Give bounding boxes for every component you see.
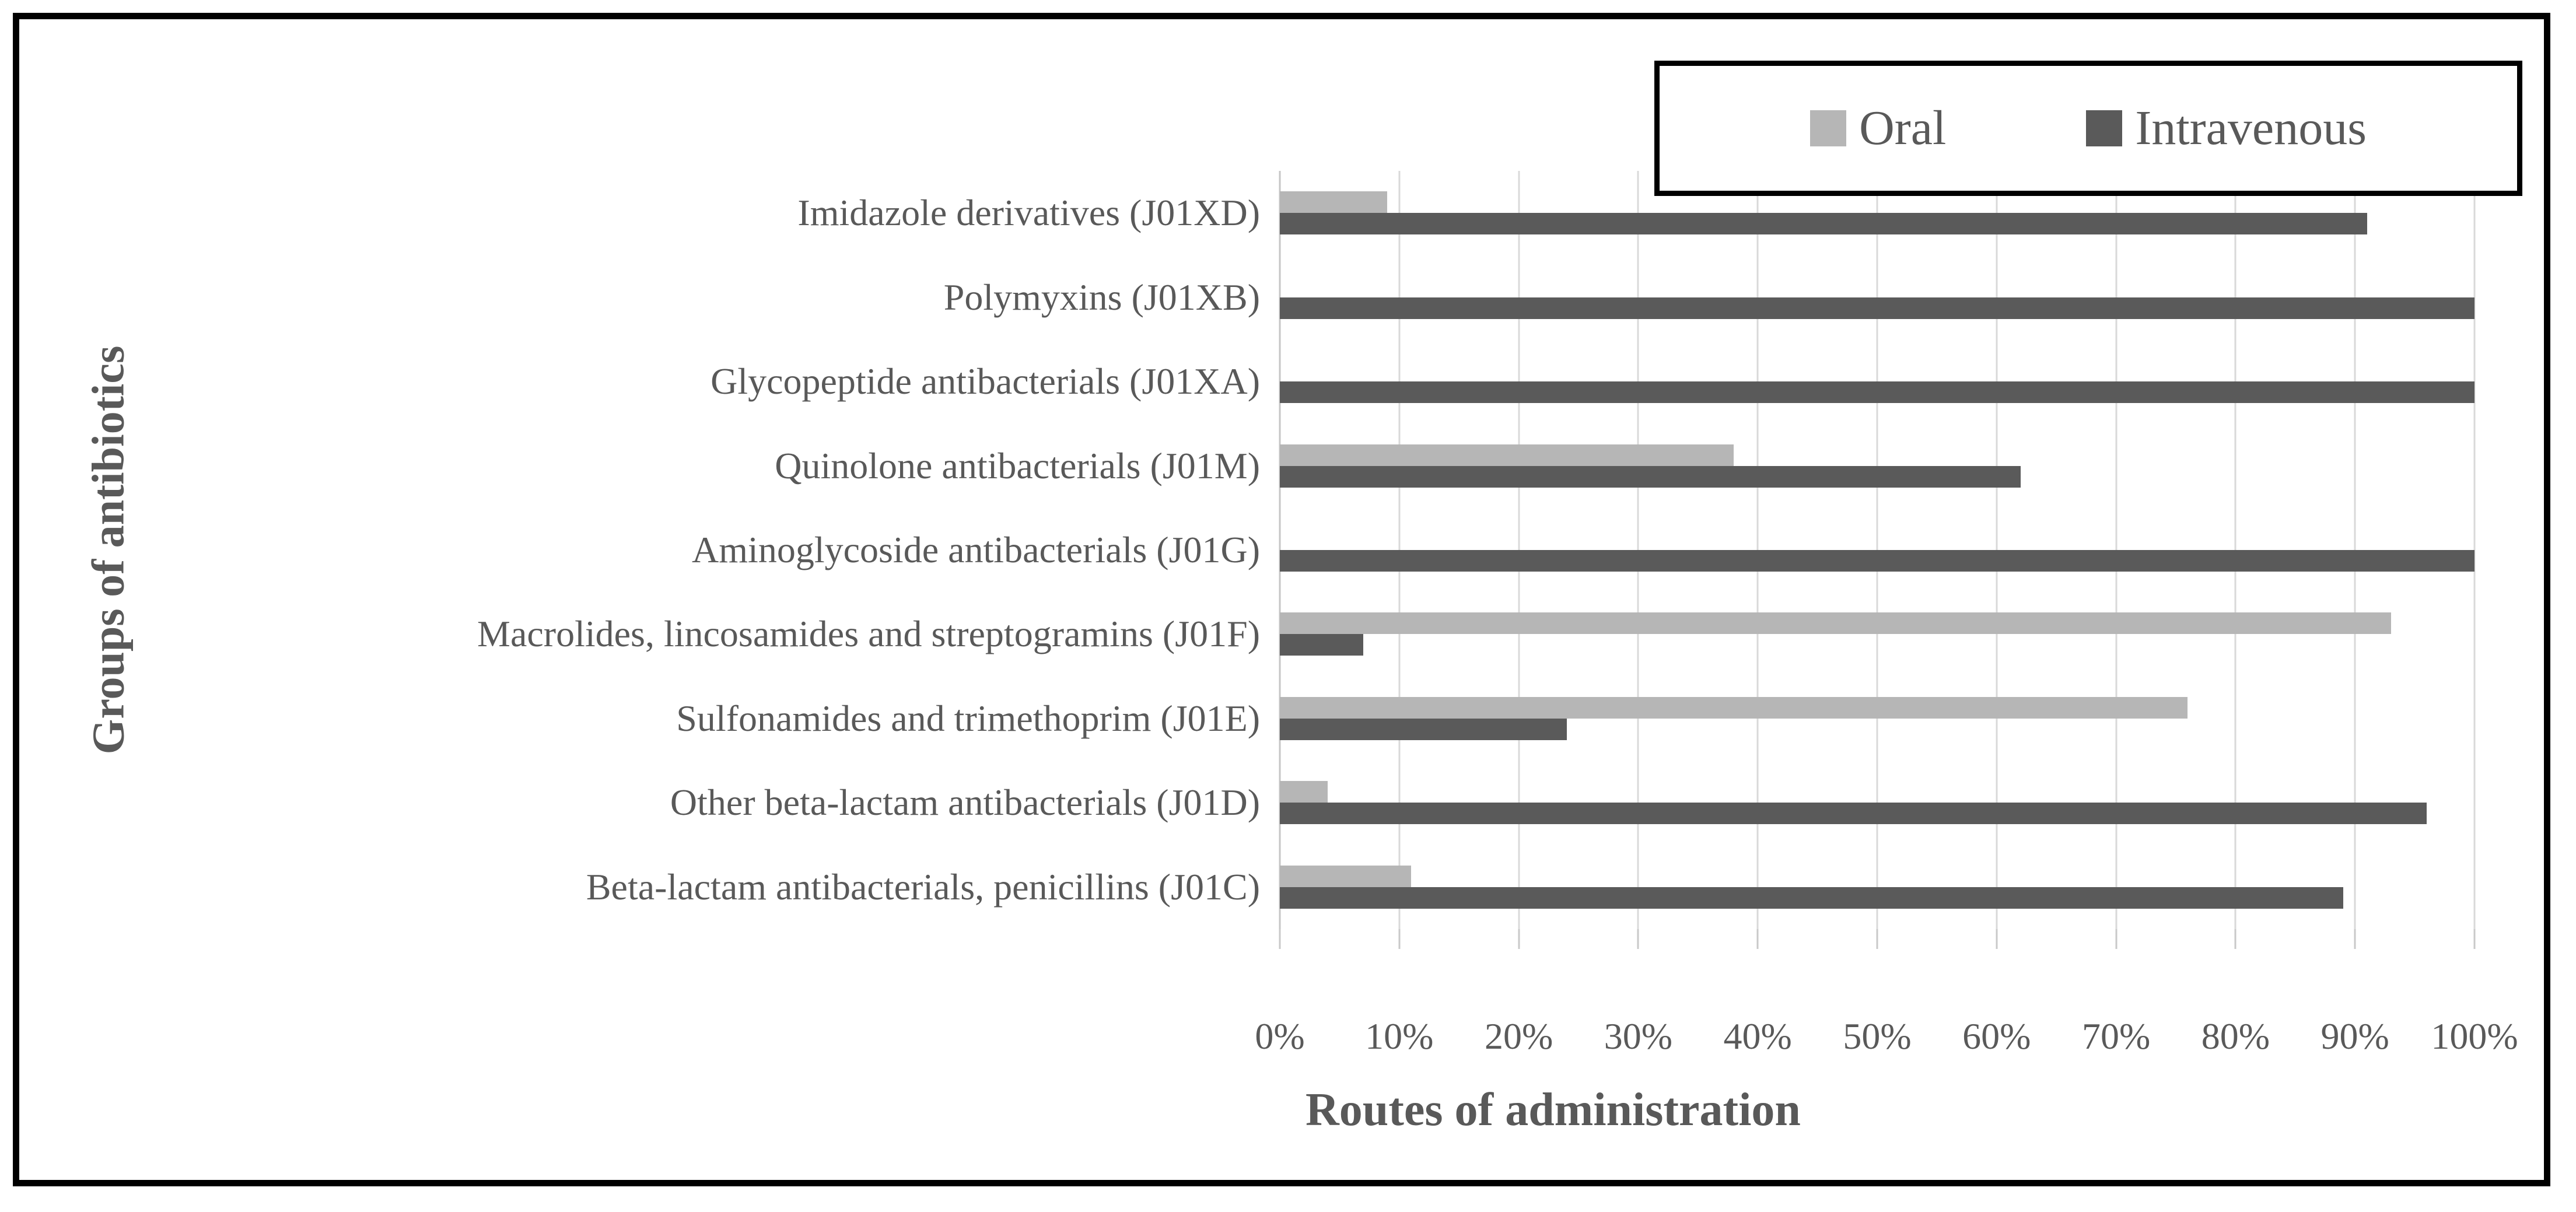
category-label: Macrolides, lincosamides and streptogram… [477,613,1260,655]
axis-tick [2234,929,2236,949]
intravenous-bar [1280,803,2427,825]
oral-swatch-icon [1810,110,1847,146]
bar-row [1280,592,2474,676]
axis-tick [1996,929,1998,949]
axis-tick [1279,929,1281,949]
x-tick-label: 10% [1365,1015,1434,1057]
intravenous-swatch-icon [2086,110,2123,146]
bar-row [1280,171,2474,255]
oral-bar [1280,612,2391,635]
bar-row [1280,761,2474,845]
bar-row [1280,845,2474,929]
x-tick-label: 80% [2201,1015,2270,1057]
x-axis-title: Routes of administration [1306,1084,1801,1136]
category-axis: Imidazole derivatives (J01XD) Polymyxins … [140,171,1260,929]
axis-tick [1876,929,1878,949]
axis-tick [1518,929,1520,949]
legend-item-intravenous: Intravenous [2086,104,2367,153]
axis-tick [1398,929,1401,949]
category-label: Sulfonamides and trimethoprim (J01E) [676,697,1260,739]
category-label: Glycopeptide antibacterials (J01XA) [710,360,1260,402]
oral-bar [1280,781,1328,803]
category-label: Beta-lactam antibacterials, penicillins … [586,866,1260,908]
oral-bar [1280,865,1412,887]
bar-row [1280,339,2474,423]
x-tick-label: 60% [1962,1015,2031,1057]
bar-row [1280,508,2474,592]
x-tick-label: 20% [1484,1015,1553,1057]
bar-row [1280,677,2474,761]
oral-bar [1280,191,1388,213]
axis-tick [2354,929,2356,949]
axis-tick [2473,929,2476,949]
x-tick-label: 40% [1723,1015,1792,1057]
intravenous-bar [1280,213,2367,235]
x-tick-label: 70% [2081,1015,2151,1057]
x-tick-label: 50% [1843,1015,1912,1057]
oral-bar [1280,696,2188,719]
intravenous-bar [1280,718,1567,740]
gridline [2473,171,2476,929]
x-axis-tick-labels: 0% 10% 20% 30% 40% 50% 60% 70% 80% 90% 100% [1255,1015,2518,1070]
axis-tick [2115,929,2118,949]
bar-rows [1280,171,2474,929]
category-label: Aminoglycoside antibacterials (J01G) [692,528,1260,570]
bar-row [1280,423,2474,507]
category-label: Other beta-lactam antibacterials (J01D) [670,782,1260,824]
category-label: Quinolone antibacterials (J01M) [775,444,1260,486]
bar-row [1280,255,2474,339]
legend-item-oral: Oral [1810,104,1946,153]
oral-bar [1280,444,1734,466]
intravenous-bar [1280,297,2474,319]
intravenous-bar [1280,634,1364,656]
x-tick-label: 100% [2431,1015,2518,1057]
y-axis-title: Groups of antibiotics [82,345,134,755]
legend: Oral Intravenous [1654,61,2522,196]
intravenous-bar [1280,381,2474,404]
chart-plot-area [1279,171,2476,949]
axis-tick [1637,929,1639,949]
x-tick-label: 30% [1604,1015,1673,1057]
x-tick-label: 90% [2320,1015,2389,1057]
legend-label-intravenous: Intravenous [2135,101,2367,155]
x-tick-label: 0% [1255,1015,1305,1057]
intravenous-bar [1280,465,2021,488]
legend-label-oral: Oral [1859,101,1947,155]
intravenous-bar [1280,887,2343,909]
intravenous-bar [1280,549,2474,572]
category-label: Imidazole derivatives (J01XD) [797,192,1260,234]
category-label: Polymyxins (J01XB) [943,276,1260,318]
axis-tick [1756,929,1759,949]
